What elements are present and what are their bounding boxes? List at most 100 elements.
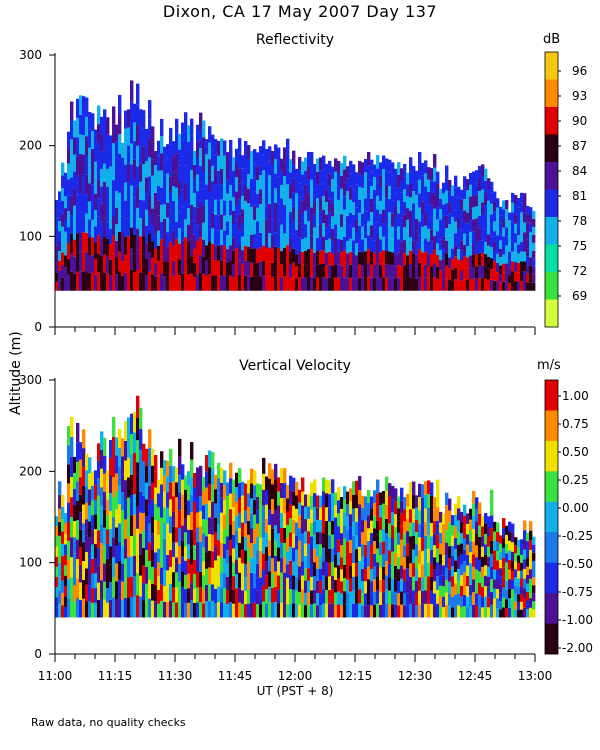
heatmap-cell: [421, 188, 425, 202]
heatmap-cell: [211, 181, 215, 198]
heatmap-cell: [367, 566, 371, 580]
heatmap-cell: [400, 552, 404, 566]
heatmap-cell: [349, 604, 353, 618]
heatmap-cell: [289, 264, 293, 278]
heatmap-cell: [73, 205, 77, 223]
heatmap-cell: [205, 230, 209, 246]
heatmap-cell: [70, 597, 74, 618]
x-tick-label: 12:30: [398, 669, 433, 683]
heatmap-cell: [361, 252, 365, 266]
heatmap-cell: [505, 218, 509, 228]
heatmap-cell: [334, 492, 338, 506]
heatmap-cell: [427, 535, 431, 549]
heatmap-cell: [493, 550, 497, 561]
heatmap-cell: [112, 497, 116, 518]
heatmap-cell: [397, 174, 401, 188]
heatmap-cell: [229, 139, 233, 156]
heatmap-cell: [358, 589, 362, 604]
heatmap-cell: [331, 562, 335, 577]
heatmap-cell: [223, 200, 227, 216]
heatmap-cell: [271, 499, 275, 514]
heatmap-cell: [430, 180, 434, 193]
heatmap-cell: [280, 264, 284, 278]
heatmap-cell: [403, 569, 407, 582]
heatmap-cell: [343, 236, 347, 251]
heatmap-cell: [184, 147, 188, 166]
heatmap-cell: [508, 531, 512, 541]
heatmap-cell: [241, 168, 245, 183]
heatmap-cell: [376, 603, 380, 618]
heatmap-cell: [478, 190, 482, 204]
heatmap-cell: [244, 141, 248, 156]
heatmap-cell: [181, 556, 185, 572]
heatmap-cell: [451, 545, 455, 557]
heatmap-cell: [283, 276, 287, 291]
heatmap-cell: [163, 586, 167, 602]
heatmap-cell: [424, 549, 428, 563]
heatmap-cell: [76, 559, 80, 579]
heatmap-cell: [484, 565, 488, 576]
heatmap-cell: [61, 226, 65, 240]
heatmap-cell: [373, 515, 377, 529]
heatmap-cell: [298, 553, 302, 567]
colorbar-swatch: [545, 532, 558, 563]
heatmap-cell: [442, 225, 446, 237]
heatmap-cell: [460, 543, 464, 555]
heatmap-cell: [184, 201, 188, 220]
heatmap-cell: [502, 587, 506, 598]
heatmap-cell: [94, 226, 98, 243]
heatmap-cell: [385, 518, 389, 534]
heatmap-cell: [91, 201, 95, 220]
heatmap-cell: [484, 607, 488, 618]
heatmap-cell: [97, 216, 101, 236]
heatmap-cell: [160, 484, 164, 502]
heatmap-cell: [229, 275, 233, 291]
heatmap-cell: [355, 494, 359, 509]
heatmap-cell: [208, 224, 212, 242]
heatmap-cell: [397, 239, 401, 253]
heatmap-cell: [373, 214, 377, 228]
heatmap-cell: [514, 577, 518, 586]
heatmap-cell: [214, 474, 218, 490]
heatmap-cell: [523, 539, 527, 550]
heatmap-cell: [148, 579, 152, 599]
heatmap-cell: [127, 127, 131, 146]
heatmap-cell: [313, 240, 317, 253]
heatmap-cell: [373, 553, 377, 567]
heatmap-cell: [265, 490, 269, 505]
heatmap-cell: [385, 171, 389, 185]
heatmap-cell: [373, 252, 377, 266]
heatmap-cell: [238, 542, 242, 558]
heatmap-cell: [331, 520, 335, 535]
heatmap-cell: [316, 277, 320, 291]
heatmap-cell: [412, 481, 416, 496]
heatmap-cell: [475, 557, 479, 570]
heatmap-cell: [130, 495, 134, 516]
colorbar-swatch: [545, 52, 558, 80]
heatmap-cell: [121, 599, 125, 618]
heatmap-cell: [241, 522, 245, 537]
heatmap-cell: [292, 234, 296, 249]
heatmap-cell: [340, 277, 344, 291]
heatmap-cell: [418, 249, 422, 263]
heatmap-cell: [520, 251, 524, 262]
heatmap-cell: [214, 560, 218, 575]
heatmap-cell: [235, 602, 239, 618]
heatmap-cell: [529, 520, 533, 531]
heatmap-cell: [223, 170, 227, 186]
heatmap-cell: [238, 468, 242, 484]
heatmap-cell: [427, 266, 431, 279]
heatmap-cell: [487, 597, 491, 608]
heatmap-cell: [388, 238, 392, 252]
heatmap-cell: [505, 534, 509, 545]
heatmap-cell: [304, 494, 308, 507]
heatmap-cell: [88, 505, 92, 522]
heatmap-cell: [64, 208, 68, 220]
heatmap-cell: [520, 570, 524, 579]
heatmap-cell: [514, 561, 518, 570]
heatmap-cell: [337, 565, 341, 579]
heatmap-cell: [424, 238, 428, 252]
heatmap-cell: [142, 461, 146, 479]
heatmap-cell: [364, 159, 368, 173]
heatmap-cell: [496, 281, 500, 291]
